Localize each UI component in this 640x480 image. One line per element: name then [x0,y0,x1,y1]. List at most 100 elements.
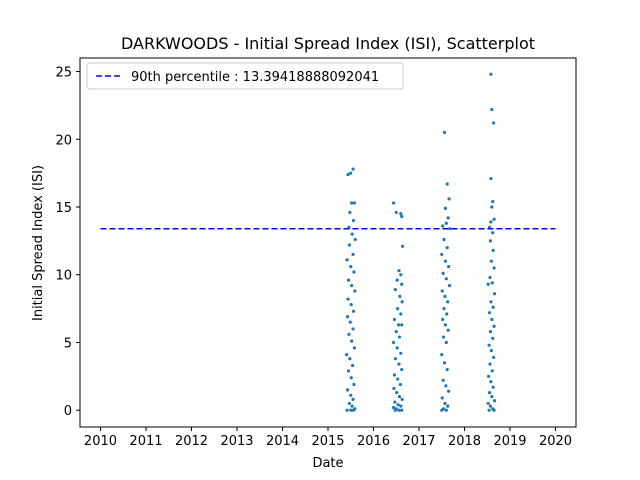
data-point [391,201,396,205]
data-point [345,388,350,392]
data-point [488,330,493,334]
data-point [443,294,447,299]
y-tick-label: 0 [64,404,72,419]
data-point [443,206,447,210]
data-point [440,289,444,293]
x-tick-label: 2017 [402,434,435,449]
data-point [491,336,495,341]
data-point [400,282,404,286]
data-point [442,361,447,365]
x-tick-label: 2010 [84,434,117,449]
y-axis-ticks: 0 5 10 15 20 25 [55,66,80,419]
data-point [347,401,351,406]
x-axis-ticks: 2010 2011 2012 2013 2014 2015 2016 2017 2018 2019… [84,427,572,449]
data-point [392,373,397,377]
x-tick-label: 2013 [220,434,253,449]
data-point [352,346,356,350]
data-point [446,404,450,408]
data-point [440,396,444,400]
data-point [447,197,451,201]
data-point [491,305,495,309]
legend: 90th percentile : 13.39418888092041 [86,62,404,90]
data-point [490,317,494,322]
y-axis-label: Initial Spread Index (ISI) [31,165,46,321]
data-point [444,384,448,388]
data-point [353,237,357,242]
data-point [441,271,445,275]
data-point [491,248,495,252]
data-point [444,221,448,225]
data-point [487,311,492,315]
data-point [492,266,496,270]
data-point [491,199,495,204]
data-point [489,259,493,263]
data-point [394,330,398,334]
data-point [492,355,496,359]
data-point [443,323,447,327]
data-point [352,382,356,387]
data-point [492,121,496,125]
y-tick-label: 5 [64,336,72,351]
x-tick-label: 2014 [266,434,299,449]
data-point [400,408,404,412]
data-point [486,282,490,286]
data-point [395,346,399,350]
data-point [348,320,352,324]
data-point [350,232,354,236]
data-point [446,389,451,393]
data-point [489,220,493,224]
data-point [351,252,355,257]
data-point [346,278,351,282]
data-point [492,217,496,221]
data-point [395,390,399,395]
data-point [351,327,355,331]
data-point [446,300,450,304]
data-point [351,218,356,223]
data-point [400,300,404,304]
data-point [399,212,403,216]
data-point [442,130,447,135]
data-point [399,404,403,408]
data-point [446,265,451,269]
data-point [491,231,495,235]
data-point [446,216,450,220]
y-tick-label: 25 [55,66,72,81]
data-point [351,397,355,401]
data-point [397,362,401,366]
data-point [393,408,397,412]
data-point [399,312,403,316]
x-tick-label: 2016 [357,434,390,449]
x-tick-label: 2018 [448,434,481,449]
data-point [400,214,404,219]
data-point [488,275,492,280]
data-point [350,339,354,343]
data-point [490,281,494,285]
data-point [487,343,491,347]
data-point [392,317,397,322]
data-point [353,289,357,293]
x-tick-label: 2015 [311,434,344,449]
data-point [395,278,399,282]
data-point [397,408,401,412]
data-point [448,227,452,231]
data-point [348,210,352,215]
data-point [443,401,447,406]
scatter-points [345,72,497,412]
data-point [441,378,445,382]
data-point [487,374,491,378]
data-point [486,401,490,406]
data-point [488,239,493,243]
data-point [441,224,445,228]
data-point [444,340,448,345]
data-point [396,307,400,311]
data-point [445,367,449,372]
data-point [350,283,354,288]
x-axis-label: Date [312,456,343,471]
data-point [490,395,494,399]
data-point [440,353,444,357]
data-point [400,367,404,372]
data-point [492,408,496,412]
data-point [399,273,403,277]
data-point [345,408,349,412]
